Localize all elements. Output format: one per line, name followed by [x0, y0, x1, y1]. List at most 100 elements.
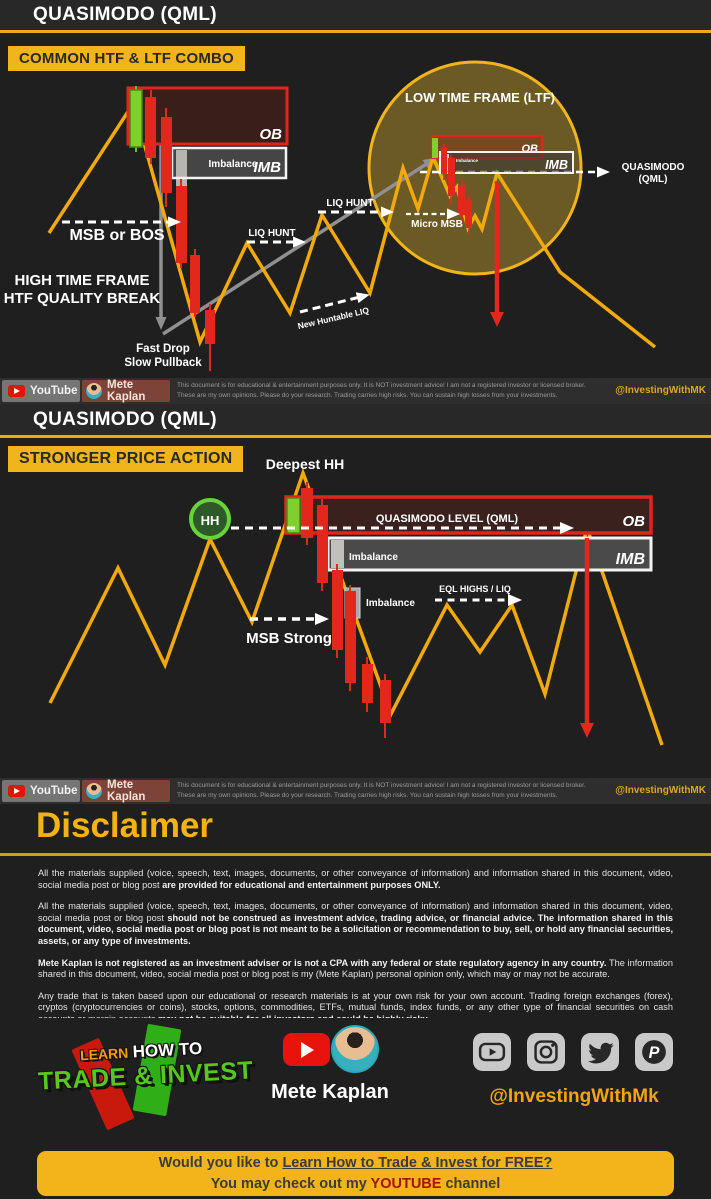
htf-label-2: HTF QUALITY BREAK [4, 290, 161, 307]
paragraph-text-bold: Mete Kaplan is not registered as an inve… [38, 957, 607, 968]
red-candle [161, 117, 172, 193]
mete-kaplan-badge[interactable]: Mete Kaplan [82, 779, 170, 803]
quasimodo-label-1: QUASIMODO [622, 162, 685, 173]
divider [0, 853, 711, 856]
avatar [86, 383, 102, 399]
ob-label: OB [623, 513, 646, 530]
slow-pullback-trendline [162, 157, 437, 336]
hh-label: HH [201, 513, 220, 528]
social-handle[interactable]: @InvestingWithMK [615, 385, 706, 396]
red-candle [205, 310, 215, 344]
fine-print-line2: These are my own opinions. Please do you… [177, 392, 558, 399]
fine-print: This document is for educational & enter… [177, 381, 586, 401]
youtube-play-icon [8, 785, 25, 797]
cta-text: channel [441, 1176, 501, 1192]
green-candle [432, 138, 438, 158]
cta-underlined-text[interactable]: Learn How to Trade & Invest for FREE? [282, 1155, 553, 1171]
page-title: QUASIMODO (QML) [33, 4, 217, 25]
section1-header-bar: QUASIMODO (QML) [0, 0, 711, 33]
small-imbalance-label: Imbalance [366, 598, 415, 609]
section2-badge: STRONGER PRICE ACTION [8, 446, 244, 472]
avatar [86, 783, 102, 799]
red-candle [176, 186, 187, 263]
author-name: Mete Kaplan [271, 1081, 389, 1103]
imb-zone-fill [328, 538, 651, 570]
htf-label-1: HIGH TIME FRAME [15, 272, 150, 289]
play-glyph [489, 1048, 497, 1056]
disclaimer-paragraph: Mete Kaplan is not registered as an inve… [38, 958, 673, 981]
red-candle [301, 488, 313, 538]
red-candle [441, 148, 447, 174]
icon-tile [527, 1033, 565, 1071]
youtube-frame [478, 1042, 506, 1062]
youtube-badge[interactable]: YouTube [2, 380, 80, 402]
page-title-2: QUASIMODO (QML) [33, 409, 217, 430]
paragraph-text: All the materials supplied (voice, speec… [38, 868, 673, 890]
disclaimer-text: All the materials supplied (voice, speec… [38, 868, 673, 1018]
red-candle [465, 200, 472, 228]
social-handle-large[interactable]: @InvestingWithMk [489, 1086, 659, 1107]
twitter-icon[interactable] [581, 1032, 619, 1072]
fine-print-line1: This document is for educational & enter… [177, 382, 586, 389]
credit-bar-2: YouTube Mete Kaplan This document is for… [0, 778, 711, 804]
micro-imb-label: IMB [545, 158, 568, 172]
micro-imb-fill [440, 152, 573, 173]
youtube-play-icon [8, 385, 25, 397]
qml-level-label: QUASIMODO LEVEL (QML) [376, 513, 519, 525]
price-path [47, 99, 657, 349]
cta-text: Would you like to [158, 1155, 283, 1171]
cta-line-1: Would you like to Learn How to Trade & I… [37, 1153, 674, 1174]
disclaimer-paragraph: Any trade that is taken based upon our e… [38, 991, 673, 1018]
liq-hunt-label-1: LIQ HUNT [248, 228, 295, 239]
paragraph-text: Any trade that is taken based upon our e… [38, 990, 673, 1018]
fine-print: This document is for educational & enter… [177, 781, 586, 801]
ob-zone-border [284, 495, 653, 535]
mete-kaplan-badge[interactable]: Mete Kaplan [82, 379, 170, 403]
red-candle [448, 158, 455, 196]
paragraph-text-bold: should not be construed as investment ad… [38, 912, 673, 946]
youtube-badge[interactable]: YouTube [2, 780, 80, 802]
credit-bar-1: YouTube Mete Kaplan This document is for… [0, 378, 711, 404]
imbalance-marker [331, 540, 344, 568]
avatar [331, 1025, 379, 1073]
cta-youtube-text[interactable]: YOUTUBE [370, 1176, 442, 1192]
mete-kaplan-badge-label: Mete Kaplan [107, 779, 146, 803]
section2-header-bar: QUASIMODO (QML) [0, 404, 711, 438]
youtube-logo[interactable] [283, 1033, 330, 1066]
eql-highs-label: EQL HIGHS / LIQ [439, 584, 511, 594]
bird-glyph [588, 1042, 614, 1064]
imbalance-label: Imbalance [349, 552, 398, 563]
ltf-title: LOW TIME FRAME (LTF) [405, 90, 555, 105]
instagram-icon[interactable] [527, 1032, 565, 1072]
pinterest-icon[interactable]: P [635, 1032, 673, 1072]
red-candle [317, 505, 328, 583]
deepest-hh-label: Deepest HH [266, 456, 345, 472]
youtube-icon[interactable] [473, 1032, 511, 1072]
red-candle [345, 591, 356, 683]
camera-lens [539, 1045, 553, 1059]
imbalance-marker [176, 150, 187, 188]
red-candle [190, 255, 200, 313]
social-handle[interactable]: @InvestingWithMK [615, 785, 706, 796]
slow-pullback-label: Slow Pullback [124, 357, 202, 369]
pinterest-p-glyph: P [649, 1044, 660, 1062]
paragraph-text-bold: may not be suitable for all investors an… [158, 1014, 429, 1018]
quasimodo-label-2: (QML) [639, 174, 668, 185]
imb-zone-fill [172, 148, 286, 178]
section1-badge: COMMON HTF & LTF COMBO [8, 46, 245, 71]
micro-candles [432, 138, 472, 235]
imbalance-label: Imbalance [209, 159, 258, 170]
red-candle [362, 664, 373, 703]
red-candle [145, 97, 156, 158]
cta-banner[interactable]: Would you like to Learn How to Trade & I… [37, 1151, 674, 1196]
micro-imb-border [439, 151, 574, 174]
disclaimer-paragraph: All the materials supplied (voice, speec… [38, 901, 673, 947]
fine-print-line1: This document is for educational & enter… [177, 782, 586, 789]
logo-trade-invest-text: TRADE & INVEST [37, 1056, 254, 1096]
fast-drop-label: Fast Drop [136, 343, 190, 355]
paragraph-text: All the materials supplied (voice, speec… [38, 901, 673, 923]
red-candle [332, 570, 343, 650]
htf-ltf-combo-chart: LOW TIME FRAME (LTF) OB Imbalance IMB OB… [4, 60, 685, 371]
youtube-badge-label: YouTube [30, 385, 78, 397]
green-candle [129, 89, 143, 148]
